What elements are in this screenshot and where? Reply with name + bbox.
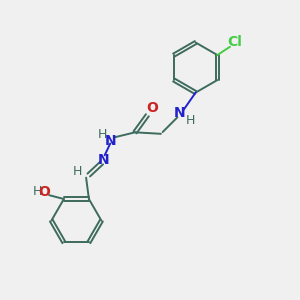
Text: H: H xyxy=(186,114,195,127)
Text: O: O xyxy=(38,184,50,199)
Text: H: H xyxy=(33,185,42,198)
Text: O: O xyxy=(146,101,158,115)
Text: Cl: Cl xyxy=(227,35,242,50)
Text: N: N xyxy=(174,106,185,120)
Text: N: N xyxy=(98,153,110,167)
Text: H: H xyxy=(98,128,108,141)
Text: N: N xyxy=(105,134,117,148)
Text: H: H xyxy=(73,165,82,178)
